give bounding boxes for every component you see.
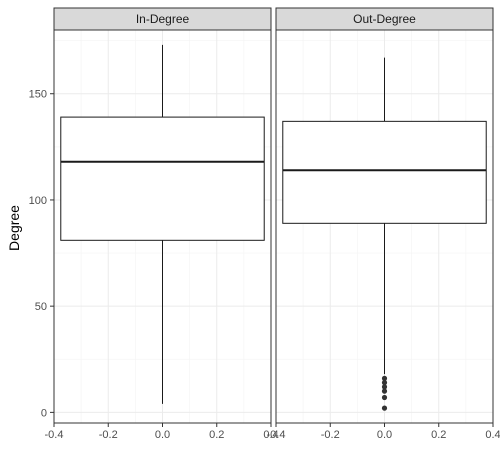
x-tick-label: 0.0 — [155, 429, 170, 441]
facet-strip — [275, 7, 494, 31]
facet-panel-0: In-Degree -0.4 -0.2 0.0 0.2 0.4 0 50 100 150 — [29, 7, 279, 441]
y-tick-label: 0 — [41, 407, 47, 419]
x-tick-label: -0.4 — [267, 429, 286, 441]
x-tick-label: -0.4 — [45, 429, 64, 441]
outlier-point — [381, 388, 388, 394]
x-tick-label: -0.2 — [99, 429, 118, 441]
outlier-point — [381, 394, 388, 401]
x-tick-label: 0.2 — [431, 429, 446, 441]
box-iqr — [60, 116, 265, 241]
x-tick-label: 0.4 — [263, 429, 278, 441]
facet-panels: In-Degree -0.4 -0.2 0.0 0.2 0.4 0 50 100 150 Out-D… — [29, 7, 500, 441]
outlier-point — [381, 405, 388, 411]
x-tick-label: 0.0 — [377, 429, 392, 441]
facet-strip-label: In-Degree — [136, 12, 190, 26]
y-tick-label: 100 — [29, 195, 47, 207]
outlier-point — [381, 380, 388, 386]
x-tick-label: 0.2 — [209, 429, 224, 441]
outlier-point — [381, 375, 388, 381]
y-tick-label: 150 — [29, 89, 47, 101]
y-tick-label: 50 — [35, 301, 47, 313]
y-axis-title: Degree — [6, 205, 22, 251]
outlier-point — [381, 384, 388, 390]
facet-strip — [53, 7, 272, 31]
box-iqr — [282, 120, 487, 224]
facet-strip-label: Out-Degree — [353, 12, 416, 26]
facet-panel-1: Out-Degree -0.4 -0.2 0.0 0.2 0.4 — [267, 7, 500, 441]
x-tick-label: 0.4 — [485, 429, 500, 441]
x-tick-label: -0.2 — [321, 429, 340, 441]
